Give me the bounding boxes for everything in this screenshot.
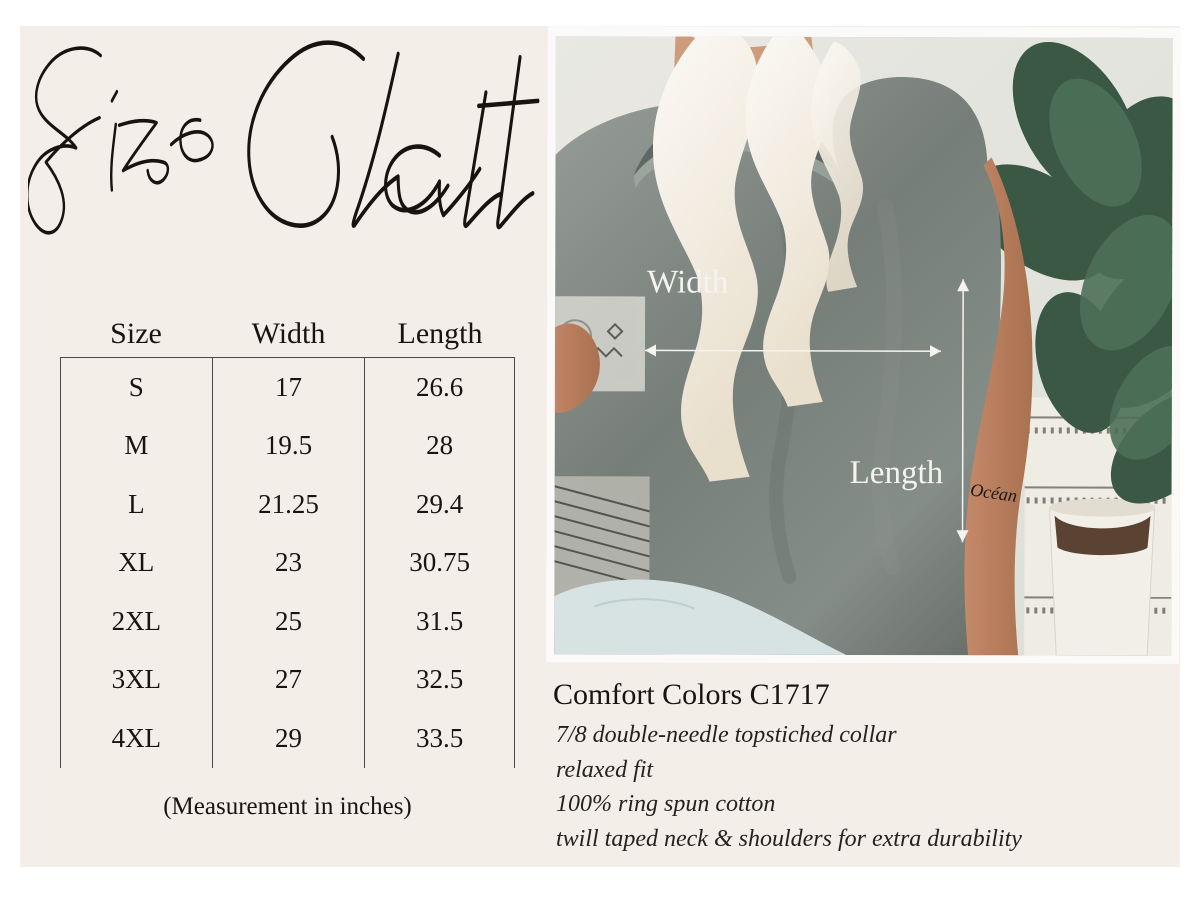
svg-text:Width: Width: [647, 264, 729, 300]
svg-text:Length: Length: [850, 455, 944, 491]
